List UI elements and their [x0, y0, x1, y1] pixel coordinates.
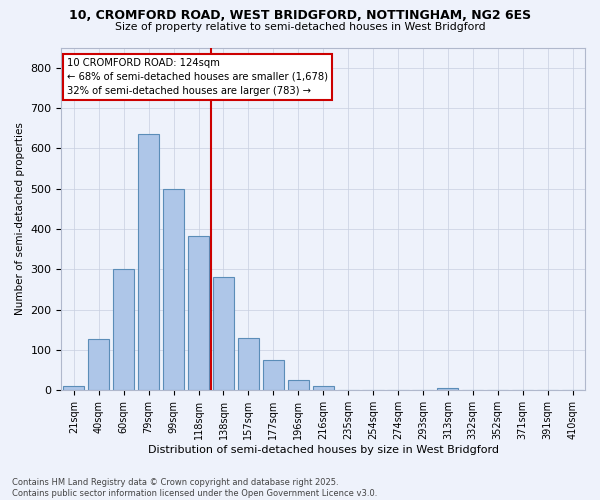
Bar	[238, 338, 259, 390]
Text: 10 CROMFORD ROAD: 124sqm
← 68% of semi-detached houses are smaller (1,678)
32% o: 10 CROMFORD ROAD: 124sqm ← 68% of semi-d…	[67, 58, 328, 96]
Bar	[113, 270, 134, 390]
Bar	[437, 388, 458, 390]
Bar	[263, 360, 284, 390]
Y-axis label: Number of semi-detached properties: Number of semi-detached properties	[15, 122, 25, 316]
Bar	[88, 338, 109, 390]
Bar	[313, 386, 334, 390]
X-axis label: Distribution of semi-detached houses by size in West Bridgford: Distribution of semi-detached houses by …	[148, 445, 499, 455]
Text: Contains HM Land Registry data © Crown copyright and database right 2025.
Contai: Contains HM Land Registry data © Crown c…	[12, 478, 377, 498]
Bar	[138, 134, 159, 390]
Bar	[163, 188, 184, 390]
Bar	[63, 386, 85, 390]
Bar	[213, 278, 234, 390]
Bar	[287, 380, 309, 390]
Bar	[188, 236, 209, 390]
Text: 10, CROMFORD ROAD, WEST BRIDGFORD, NOTTINGHAM, NG2 6ES: 10, CROMFORD ROAD, WEST BRIDGFORD, NOTTI…	[69, 9, 531, 22]
Text: Size of property relative to semi-detached houses in West Bridgford: Size of property relative to semi-detach…	[115, 22, 485, 32]
